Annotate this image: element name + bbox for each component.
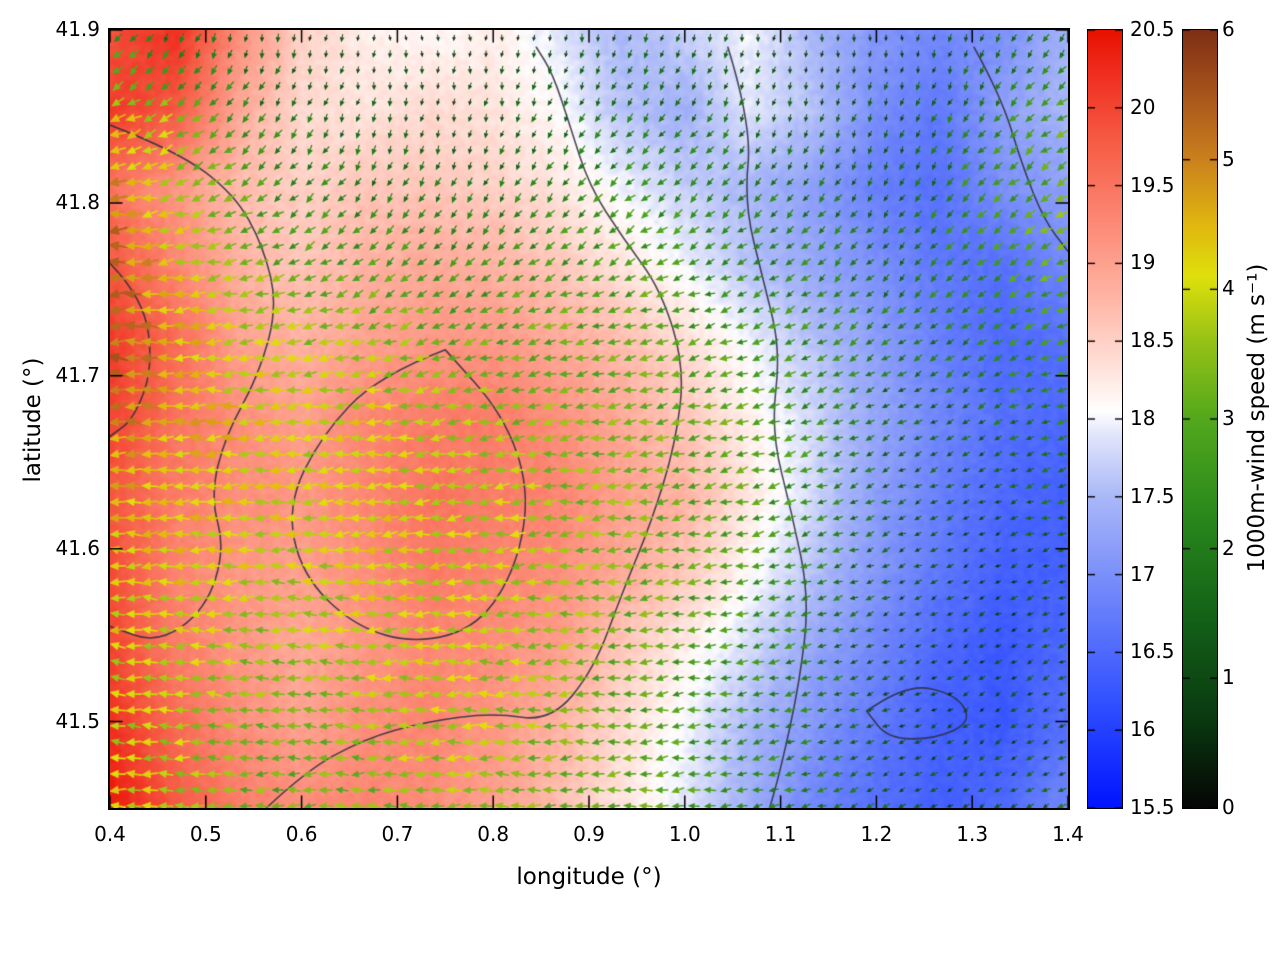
temperature-colorbar-tick-label: 16 (1130, 717, 1156, 742)
y-tick-label: 41.9 (55, 17, 100, 41)
temperature-colorbar-gradient (1088, 30, 1122, 808)
y-axis-label: latitude (°) (20, 357, 46, 483)
wind-colorbar-tick-label: 5 (1222, 146, 1235, 171)
temperature-colorbar-tick-label: 16.5 (1130, 639, 1175, 664)
x-tick-label: 1.2 (860, 822, 893, 846)
wind-colorbar-tick-label: 2 (1222, 535, 1235, 560)
x-tick-label: 1.1 (764, 822, 797, 846)
temperature-colorbar-tick-label: 15.5 (1130, 795, 1175, 819)
x-tick-label: 1.4 (1052, 822, 1084, 846)
x-tick-label: 0.8 (477, 822, 510, 846)
y-tick-label: 41.6 (55, 535, 100, 560)
temperature-colorbar-tick-label: 18.5 (1130, 328, 1175, 353)
wind-colorbar-tick-label: 6 (1222, 17, 1235, 41)
map-plot-area (108, 28, 1070, 810)
x-tick-label: 0.6 (285, 822, 318, 846)
temperature-colorbar-tick-label: 20.5 (1130, 17, 1175, 41)
wind-colorbar-tick-label: 1 (1222, 665, 1235, 690)
temperature-colorbar-tick-label: 17 (1130, 561, 1156, 586)
temperature-colorbar-tick-label: 19.5 (1130, 172, 1175, 197)
temperature-colorbar (1087, 29, 1123, 809)
y-tick-label: 41.7 (55, 362, 100, 387)
temperature-colorbar-tick-label: 18 (1130, 406, 1156, 430)
y-tick-label: 41.8 (55, 189, 100, 214)
y-tick-label: 41.5 (55, 708, 100, 733)
wind-colorbar-tick-label: 0 (1222, 795, 1235, 819)
temperature-colorbar-tick-label: 17.5 (1130, 483, 1175, 508)
wind-colorbar (1182, 29, 1218, 809)
x-tick-label: 0.4 (94, 822, 126, 846)
temperature-colorbar-tick-label: 19 (1130, 250, 1156, 275)
x-axis-label: longitude (°) (516, 864, 662, 890)
wind-colorbar-tick-label: 3 (1222, 406, 1235, 430)
temperature-colorbar-tick-label: 20 (1130, 94, 1156, 119)
wind-colorbar-gradient (1183, 30, 1217, 808)
x-tick-label: 0.5 (189, 822, 222, 846)
map-canvas (110, 30, 1068, 808)
wind-colorbar-tick-label: 4 (1222, 276, 1235, 301)
x-tick-label: 1.0 (668, 822, 701, 846)
x-tick-label: 1.3 (956, 822, 989, 846)
x-tick-label: 0.9 (573, 822, 605, 846)
x-tick-label: 0.7 (381, 822, 414, 846)
